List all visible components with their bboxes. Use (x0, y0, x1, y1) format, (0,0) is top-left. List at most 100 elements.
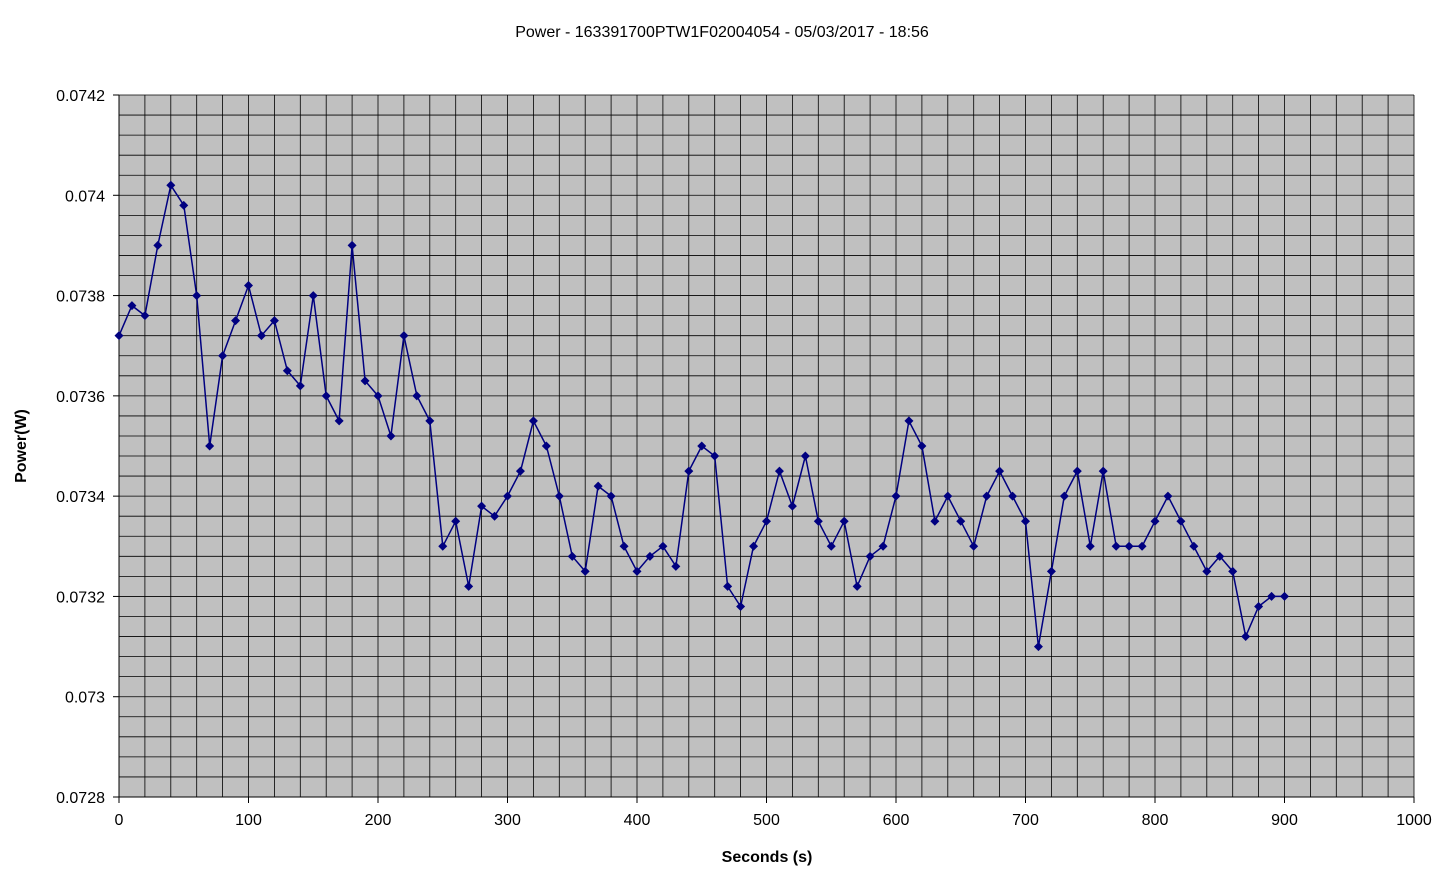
x-tick-label: 600 (883, 812, 910, 829)
data-point (852, 581, 862, 591)
y-tick-label: 0.0734 (56, 489, 105, 506)
y-tick-label: 0.0738 (56, 289, 105, 306)
data-point (917, 441, 927, 451)
data-point (347, 240, 357, 250)
data-point (1228, 566, 1238, 576)
data-point (425, 416, 435, 426)
data-point (865, 551, 875, 561)
data-point (528, 416, 538, 426)
data-point (1059, 491, 1069, 501)
data-point (749, 541, 759, 551)
x-tick-label: 500 (753, 812, 780, 829)
data-point (891, 491, 901, 501)
data-point (904, 416, 914, 426)
data-point (308, 291, 318, 301)
y-axis-label: Power(W) (13, 409, 30, 483)
data-point (839, 516, 849, 526)
data-point (218, 351, 228, 361)
data-point (1021, 516, 1030, 526)
data-point (684, 466, 694, 476)
data-point (334, 416, 344, 426)
data-point (490, 511, 500, 521)
data-point (632, 566, 642, 576)
data-point (1085, 541, 1095, 551)
data-point (451, 516, 461, 526)
data-point (567, 551, 577, 561)
data-point (1098, 466, 1108, 476)
series-power (114, 180, 1289, 652)
data-point (179, 200, 189, 210)
data-point (878, 541, 888, 551)
data-point (606, 491, 616, 501)
y-tick-label: 0.074 (65, 188, 105, 205)
data-point (1072, 466, 1082, 476)
data-point (1137, 541, 1147, 551)
data-point (554, 491, 564, 501)
y-tick-label: 0.0728 (56, 790, 105, 807)
x-tick-label: 900 (1271, 812, 1298, 829)
data-point (1215, 551, 1225, 561)
x-axis-label: Seconds (s) (722, 849, 813, 866)
data-point (438, 541, 448, 551)
data-point (826, 541, 836, 551)
data-point (515, 466, 525, 476)
data-point (930, 516, 940, 526)
data-point (256, 331, 266, 341)
data-point (412, 391, 422, 401)
x-tick-label: 800 (1142, 812, 1169, 829)
data-point (127, 301, 137, 311)
data-point (774, 466, 784, 476)
data-point (697, 441, 707, 451)
x-tick-label: 100 (235, 812, 262, 829)
data-point (477, 501, 487, 511)
data-point (619, 541, 629, 551)
x-tick-label: 400 (624, 812, 651, 829)
data-point (645, 551, 655, 561)
data-point (360, 376, 370, 386)
chart-title: Power - 163391700PTW1F02004054 - 05/03/2… (515, 24, 929, 41)
data-point (658, 541, 668, 551)
data-point (710, 451, 720, 461)
data-point (1254, 601, 1264, 611)
data-point (399, 331, 409, 341)
data-point (580, 566, 590, 576)
grid-lines (118, 94, 1415, 798)
x-tick-label: 200 (365, 812, 392, 829)
y-tick-label: 0.0736 (56, 389, 105, 406)
data-point (503, 491, 512, 501)
x-tick-label: 300 (494, 812, 521, 829)
data-point (269, 316, 279, 326)
data-point (114, 331, 124, 341)
data-point (1189, 541, 1199, 551)
data-point (464, 581, 474, 591)
data-point (1046, 566, 1056, 576)
data-point (1150, 516, 1160, 526)
data-point (1241, 632, 1251, 642)
data-point (982, 491, 992, 501)
data-point (671, 561, 681, 571)
y-tick-label: 0.0732 (56, 589, 105, 606)
data-point (800, 451, 810, 461)
data-point (943, 491, 953, 501)
data-point (723, 581, 733, 591)
data-point (295, 381, 305, 391)
data-point (762, 516, 771, 526)
data-point (321, 391, 331, 401)
data-point (1202, 566, 1212, 576)
data-point (244, 281, 253, 291)
data-point (1163, 491, 1173, 501)
data-point (205, 441, 215, 451)
data-point (593, 481, 603, 491)
data-point (231, 316, 241, 326)
data-point (1280, 591, 1289, 601)
data-point (140, 311, 150, 321)
data-point (153, 240, 163, 250)
data-point (956, 516, 966, 526)
y-tick-label: 0.073 (65, 690, 105, 707)
data-point (1008, 491, 1018, 501)
data-point (787, 501, 797, 511)
data-point (1124, 541, 1134, 551)
y-tick-labels: 0.0728 0.073 0.0732 0.0734 0.0736 0.0738 0.074… (56, 88, 119, 807)
data-point (541, 441, 551, 451)
